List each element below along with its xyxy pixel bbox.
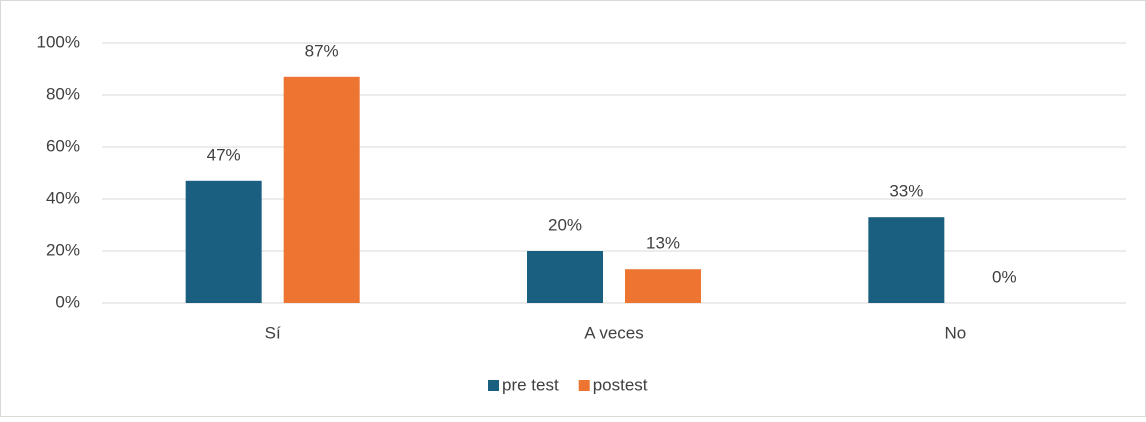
- bar: [185, 180, 262, 303]
- bar: [625, 269, 701, 303]
- y-tick-label: 100%: [37, 32, 80, 51]
- x-tick-label: Sí: [265, 323, 281, 342]
- y-tick-label: 60%: [46, 136, 80, 155]
- x-tick-label: No: [944, 323, 966, 342]
- data-label: 0%: [992, 267, 1017, 286]
- data-label: 87%: [305, 41, 339, 60]
- legend-swatch: [488, 380, 499, 391]
- y-tick-label: 20%: [46, 240, 80, 259]
- y-tick-label: 0%: [55, 292, 80, 311]
- legend-label: postest: [593, 375, 648, 394]
- data-label: 13%: [646, 234, 680, 253]
- y-tick-label: 80%: [46, 84, 80, 103]
- bar: [868, 217, 945, 303]
- data-label: 47%: [207, 145, 241, 164]
- data-label: 33%: [889, 182, 923, 201]
- y-tick-label: 40%: [46, 188, 80, 207]
- x-tick-label: A veces: [584, 323, 644, 342]
- data-label: 20%: [548, 215, 582, 234]
- legend-swatch: [578, 380, 590, 391]
- legend-label: pre test: [502, 375, 559, 394]
- bar: [527, 251, 603, 303]
- bar: [283, 76, 360, 303]
